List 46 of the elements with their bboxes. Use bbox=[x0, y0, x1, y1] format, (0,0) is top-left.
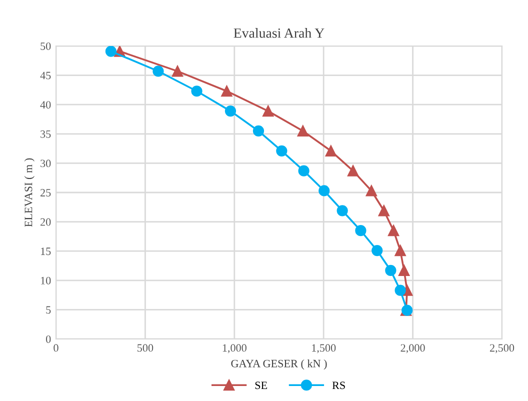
y-tick-label: 20 bbox=[40, 218, 51, 226]
point bbox=[224, 105, 236, 117]
point bbox=[221, 86, 232, 97]
y-tick-label: 45 bbox=[40, 72, 51, 80]
y-tick-label: 0 bbox=[46, 335, 51, 343]
y-tick-label: 25 bbox=[40, 188, 51, 196]
point bbox=[262, 105, 274, 117]
x-tick-label: 0 bbox=[54, 344, 58, 352]
x-tick-label: 2,500 bbox=[490, 344, 514, 354]
point bbox=[318, 185, 330, 196]
point bbox=[347, 165, 359, 176]
point bbox=[297, 125, 308, 137]
point bbox=[152, 66, 164, 77]
point bbox=[355, 225, 366, 236]
x-tick-label: 2,000 bbox=[400, 344, 425, 354]
y-tick-label: 5 bbox=[46, 306, 51, 314]
x-tick-label: 1,000 bbox=[222, 344, 246, 354]
y-tick-label: 50 bbox=[40, 42, 51, 50]
point bbox=[385, 264, 396, 276]
point bbox=[191, 86, 202, 97]
x-axis-title: GAYA GESER ( kN ) bbox=[231, 359, 327, 370]
y-tick-label: 40 bbox=[40, 101, 51, 109]
point bbox=[398, 264, 410, 276]
y-tick-label: 35 bbox=[40, 130, 51, 138]
x-tick-label: 500 bbox=[138, 344, 154, 352]
point bbox=[172, 66, 184, 77]
point bbox=[252, 125, 264, 137]
y-tick-label: 10 bbox=[41, 276, 51, 284]
y-tick-label: 15 bbox=[41, 248, 51, 256]
point bbox=[325, 145, 336, 156]
point bbox=[372, 244, 383, 256]
point bbox=[298, 165, 310, 176]
legend-label: SE bbox=[255, 382, 268, 390]
point bbox=[394, 244, 406, 256]
y-axis-title: ELEVASI ( m ) bbox=[24, 158, 34, 227]
point bbox=[105, 46, 117, 57]
point bbox=[394, 284, 406, 296]
x-tick-label: 1,500 bbox=[312, 344, 336, 354]
point bbox=[378, 205, 390, 216]
legend-label: RS bbox=[332, 382, 345, 390]
point bbox=[388, 225, 400, 236]
point bbox=[336, 205, 348, 216]
chart-title: Evaluasi Arah Y bbox=[234, 28, 324, 38]
point bbox=[366, 185, 377, 196]
y-tick-label: 30 bbox=[40, 160, 51, 168]
point bbox=[276, 145, 288, 156]
